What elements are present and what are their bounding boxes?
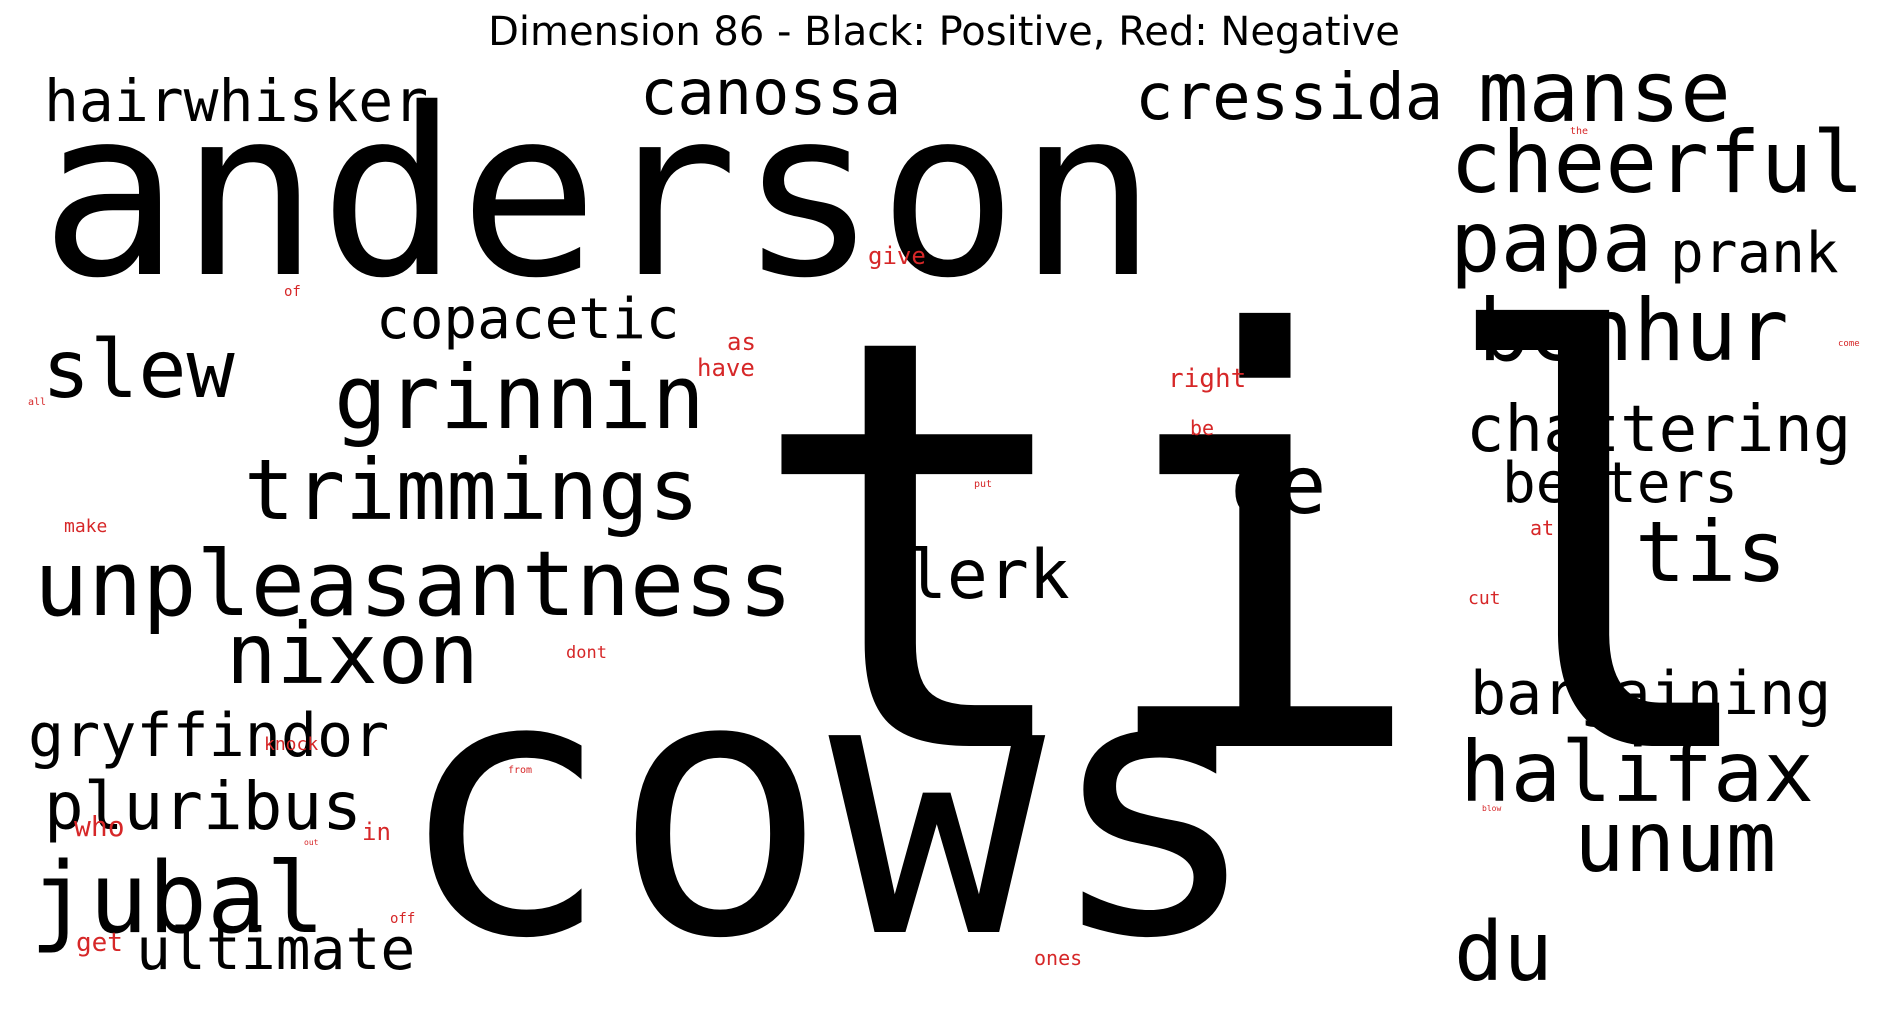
word-slew: slew	[42, 323, 235, 416]
word-papa: papa	[1450, 193, 1653, 291]
word-oe: oe	[1230, 439, 1327, 532]
word-from: from	[508, 765, 533, 776]
word-til: til	[745, 218, 1775, 881]
word-jubal: jubal	[30, 842, 326, 956]
word-unpleasantness: unpleasantness	[34, 532, 793, 637]
word-du: du	[1454, 905, 1553, 1000]
word-grinnin: grinnin	[334, 346, 705, 449]
word-hairwhisker: hairwhisker	[44, 67, 429, 135]
word-anderson: anderson	[40, 59, 1158, 329]
word-betters: betters	[1502, 451, 1739, 516]
word-canossa: canossa	[640, 56, 902, 129]
word-of: of	[284, 284, 301, 300]
chart-title: Dimension 86 - Black: Positive, Red: Neg…	[488, 9, 1400, 55]
word-who: who	[74, 810, 125, 843]
word-chattering: chattering	[1466, 393, 1852, 467]
word-have: have	[697, 354, 755, 382]
word-manse: manse	[1478, 43, 1731, 141]
word-gryffindor: gryffindor	[28, 701, 390, 771]
word-cut: cut	[1468, 588, 1501, 609]
word-cows: cows	[395, 598, 1262, 1010]
word-ones: ones	[1034, 946, 1083, 970]
word-give: give	[868, 242, 926, 270]
word-cressida: cressida	[1135, 61, 1444, 135]
word-dont: dont	[566, 643, 607, 663]
word-trimmings: trimmings	[244, 441, 700, 539]
word-ultimate: ultimate	[136, 915, 416, 983]
word-copacetic: copacetic	[376, 287, 680, 352]
word-cheerful: cheerful	[1450, 113, 1865, 213]
word-off: off	[390, 911, 416, 927]
word-halifax: halifax	[1460, 723, 1815, 821]
word-clerk: clerk	[865, 536, 1070, 615]
word-unum: unum	[1574, 793, 1777, 891]
word-at: at	[1530, 516, 1555, 540]
word-prank: prank	[1670, 221, 1839, 286]
word-nixon: nixon	[226, 605, 479, 703]
word-be: be	[1190, 416, 1215, 440]
word-all: all	[28, 397, 47, 408]
word-bargaining: bargaining	[1470, 659, 1832, 729]
word-make: make	[64, 516, 108, 537]
word-come: come	[1838, 339, 1860, 349]
word-get: get	[76, 928, 123, 958]
word-knock: knock	[264, 734, 319, 755]
word-as: as	[727, 328, 756, 356]
word-in: in	[362, 818, 391, 846]
word-blow: blow	[1482, 804, 1502, 813]
word-put: put	[974, 479, 993, 490]
word-out: out	[304, 838, 319, 847]
word-benhur: benhur	[1478, 281, 1789, 381]
word-the: the	[1570, 126, 1589, 137]
word-tis: tis	[1635, 503, 1787, 601]
word-right: right	[1168, 364, 1247, 394]
word-pluribus: pluribus	[44, 768, 362, 845]
